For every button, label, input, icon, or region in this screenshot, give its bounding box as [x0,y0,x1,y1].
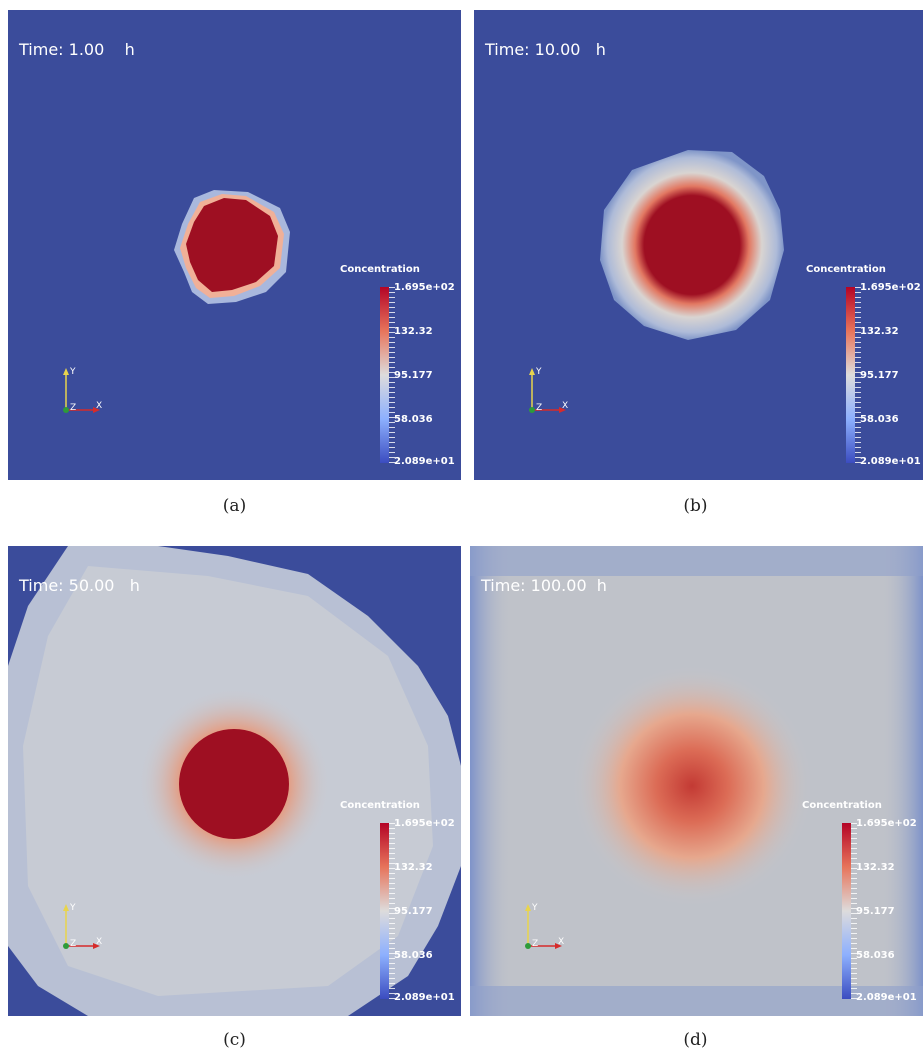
axis-label-y: Y [535,367,542,377]
legend-colorbar [380,823,389,999]
concentration-field-d [470,546,923,1016]
legend-tick: 58.036 [394,414,433,425]
legend-tick: 58.036 [394,950,433,961]
legend-title: Concentration [802,800,882,811]
axis-label-x: X [558,937,564,947]
caption-a: (a) [222,496,247,516]
panel-b: Time: 10.00 h Y Z X Concentration 1.695e… [474,10,923,480]
legend-tick-min: 2.089e+01 [856,992,917,1003]
legend-tick-max: 1.695e+02 [394,282,455,293]
legend-colorbar [380,287,389,463]
axes-orientation-icon: Y Z X [63,367,102,413]
axis-label-y: Y [531,903,538,913]
legend-tick-marks [389,823,395,999]
legend-tick-max: 1.695e+02 [856,818,917,829]
legend-tick: 95.177 [860,370,899,381]
axis-label-z: Z [70,939,76,949]
axis-label-x: X [96,401,102,411]
legend-tick: 58.036 [856,950,895,961]
legend-tick: 95.177 [394,906,433,917]
axis-label-y: Y [69,903,76,913]
panel-a: Time: 1.00 h Y Z X Concentration 1.695e+… [8,10,461,480]
legend-tick: 132.32 [394,862,433,873]
concentration-field-c [8,546,461,1016]
time-label-b: Time: 10.00 h [485,40,606,59]
legend-tick-min: 2.089e+01 [394,992,455,1003]
legend-tick-min: 2.089e+01 [860,456,921,467]
legend-tick-marks [389,287,395,463]
legend-title: Concentration [340,800,420,811]
time-label-a: Time: 1.00 h [19,40,135,59]
axis-label-x: X [562,401,568,411]
legend-tick-max: 1.695e+02 [860,282,921,293]
legend-title: Concentration [806,264,886,275]
color-legend-d: Concentration 1.695e+02 132.32 95.177 58… [802,796,923,1016]
legend-tick: 95.177 [856,906,895,917]
legend-colorbar [846,287,855,463]
legend-tick: 132.32 [856,862,895,873]
axes-orientation-icon: Y Z X [63,903,102,949]
color-legend-a: Concentration 1.695e+02 132.32 95.177 58… [340,260,461,480]
legend-tick-min: 2.089e+01 [394,456,455,467]
legend-tick-marks [851,823,857,999]
legend-colorbar [842,823,851,999]
time-label-d: Time: 100.00 h [481,576,607,595]
legend-tick: 58.036 [860,414,899,425]
legend-tick-marks [855,287,861,463]
axis-label-y: Y [69,367,76,377]
axis-label-z: Z [70,403,76,413]
axes-orientation-icon: Y Z X [529,367,568,413]
time-label-c: Time: 50.00 h [19,576,140,595]
concentration-field-b [474,10,923,480]
legend-title: Concentration [340,264,420,275]
axes-orientation-icon: Y Z X [525,903,564,949]
caption-b: (b) [683,496,708,516]
axis-label-z: Z [536,403,542,413]
panel-d: Time: 100.00 h Y Z X Concentration 1.695… [470,546,923,1016]
color-legend-b: Concentration 1.695e+02 132.32 95.177 58… [806,260,923,480]
caption-d: (d) [683,1030,708,1050]
axis-label-z: Z [532,939,538,949]
legend-tick: 132.32 [394,326,433,337]
legend-tick: 95.177 [394,370,433,381]
caption-c: (c) [223,1030,246,1050]
legend-tick: 132.32 [860,326,899,337]
color-legend-c: Concentration 1.695e+02 132.32 95.177 58… [340,796,461,1016]
axis-label-x: X [96,937,102,947]
concentration-field-a [8,10,461,480]
panel-c: Time: 50.00 h Y Z X Concentration 1.695e… [8,546,461,1016]
legend-tick-max: 1.695e+02 [394,818,455,829]
